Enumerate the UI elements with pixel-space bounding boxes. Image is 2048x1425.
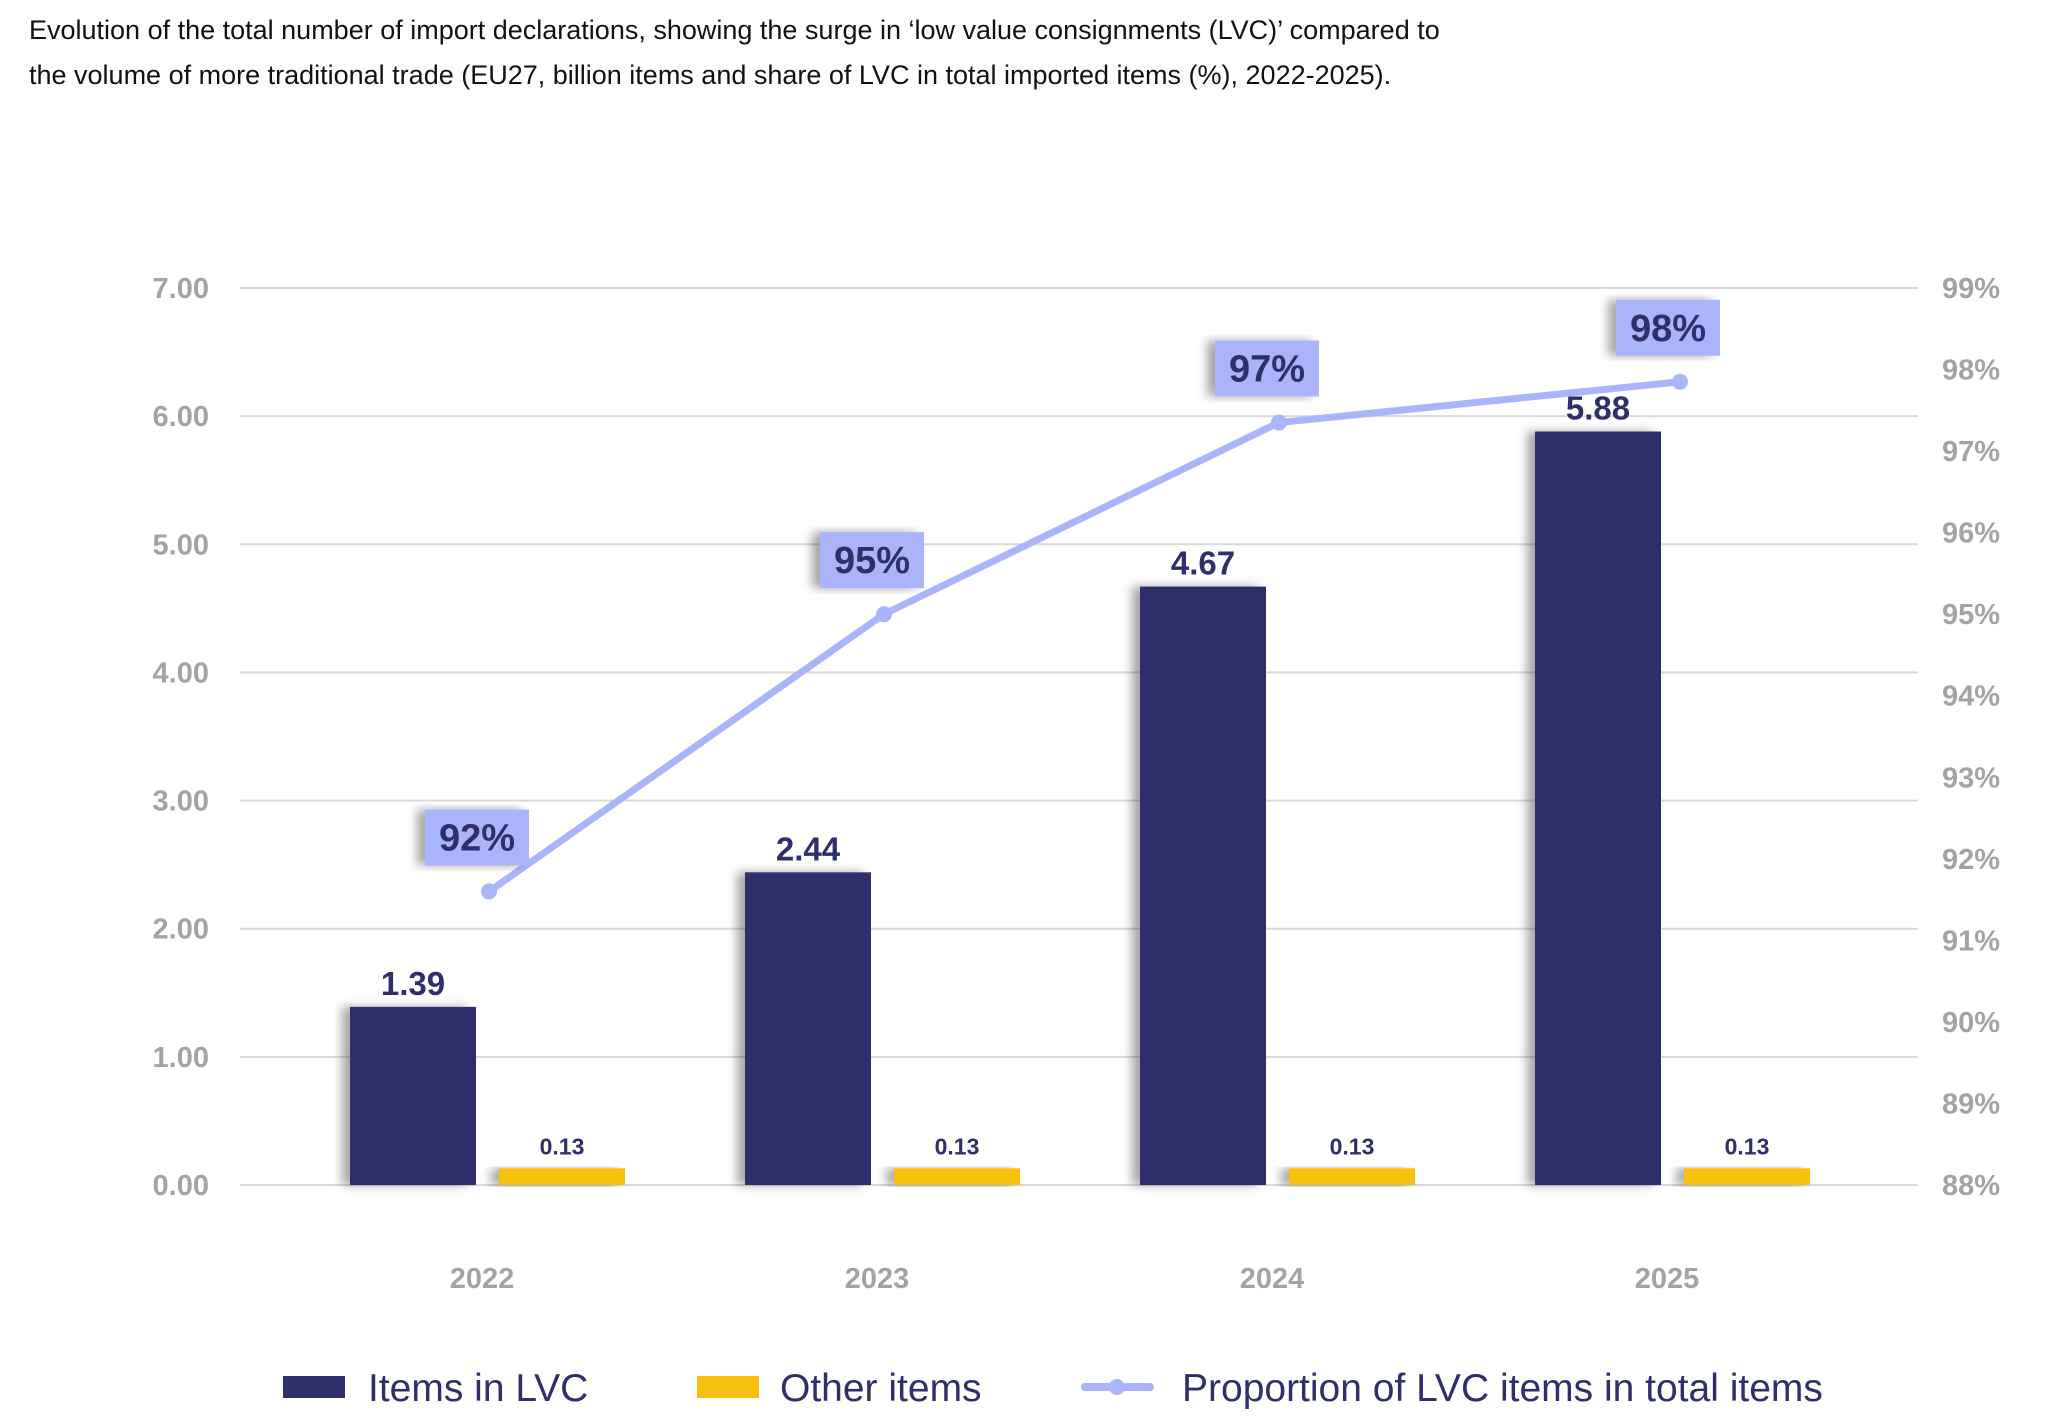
- proportion-label-box: [1616, 299, 1720, 356]
- proportion-label-box: [1215, 340, 1319, 397]
- y2-tick-label: 96%: [1942, 518, 2000, 550]
- y-tick-label: 0.00: [153, 1170, 209, 1202]
- x-tick-label: 2025: [1635, 1263, 1700, 1295]
- y2-tick-label: 99%: [1942, 273, 2000, 305]
- bar-items-in-lvc: [1140, 586, 1266, 1185]
- bar-other-items: [1684, 1168, 1810, 1185]
- proportion-line: [486, 378, 1681, 895]
- proportion-point: [876, 606, 892, 623]
- proportion-point: [1672, 373, 1688, 390]
- bar-value-label: 5.88: [1566, 390, 1630, 427]
- y-tick-label: 2.00: [153, 914, 209, 946]
- bar-value-label: 0.13: [935, 1133, 980, 1159]
- x-tick-label: 2023: [845, 1263, 910, 1295]
- proportion-label-box: [820, 532, 924, 589]
- y2-tick-label: 94%: [1942, 681, 2000, 713]
- bar-value-label: 4.67: [1171, 545, 1235, 582]
- proportion-point: [481, 883, 497, 900]
- y2-tick-label: 98%: [1942, 355, 2000, 387]
- bar-other-items: [894, 1168, 1020, 1185]
- bar-value-label: 1.39: [381, 965, 445, 1002]
- proportion-label-box: [425, 809, 529, 866]
- bar-value-label: 0.13: [540, 1133, 585, 1159]
- y2-tick-label: 95%: [1942, 599, 2000, 631]
- legend-swatch-items-in-lvc: [283, 1376, 345, 1398]
- proportion-point: [1271, 414, 1287, 431]
- y-tick-label: 7.00: [153, 273, 209, 305]
- bar-items-in-lvc: [1535, 431, 1661, 1185]
- legend-swatch-other-items: [697, 1376, 759, 1398]
- proportion-label: 98%: [1630, 308, 1706, 350]
- proportion-label: 97%: [1229, 349, 1305, 391]
- y-tick-label: 3.00: [153, 786, 209, 818]
- x-tick-label: 2024: [1240, 1263, 1305, 1295]
- legend-label-other-items: Other items: [780, 1367, 982, 1410]
- proportion-label: 95%: [834, 540, 910, 582]
- legend-label-items-in-lvc: Items in LVC: [368, 1367, 588, 1410]
- y2-tick-label: 93%: [1942, 762, 2000, 794]
- y-tick-label: 6.00: [153, 401, 209, 433]
- y-tick-label: 4.00: [153, 657, 209, 689]
- bar-value-label: 0.13: [1330, 1133, 1375, 1159]
- chart-caption: Evolution of the total number of import …: [29, 15, 1440, 90]
- y2-tick-label: 97%: [1942, 436, 2000, 468]
- bar-other-items: [1289, 1168, 1415, 1185]
- y-tick-label: 5.00: [153, 529, 209, 561]
- proportion-label: 92%: [439, 817, 515, 859]
- y-tick-label: 1.00: [153, 1042, 209, 1074]
- legend-label-proportion: Proportion of LVC items in total items: [1182, 1367, 1823, 1410]
- x-tick-label: 2022: [450, 1263, 515, 1295]
- y2-tick-label: 91%: [1942, 925, 2000, 957]
- bar-items-in-lvc: [745, 872, 871, 1185]
- legend-swatch-proportion-marker: [1109, 1379, 1125, 1395]
- bar-other-items: [499, 1168, 625, 1185]
- y2-tick-label: 89%: [1942, 1088, 2000, 1120]
- y2-tick-label: 90%: [1942, 1007, 2000, 1039]
- y2-tick-label: 88%: [1942, 1170, 2000, 1202]
- bar-value-label: 0.13: [1725, 1133, 1770, 1159]
- bar-value-label: 2.44: [776, 830, 841, 867]
- bar-items-in-lvc: [350, 1006, 476, 1185]
- y2-tick-label: 92%: [1942, 844, 2000, 876]
